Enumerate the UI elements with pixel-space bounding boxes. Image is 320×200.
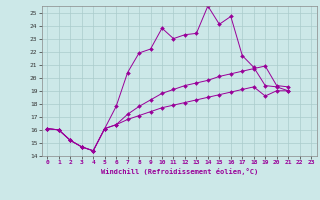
X-axis label: Windchill (Refroidissement éolien,°C): Windchill (Refroidissement éolien,°C) <box>100 168 258 175</box>
